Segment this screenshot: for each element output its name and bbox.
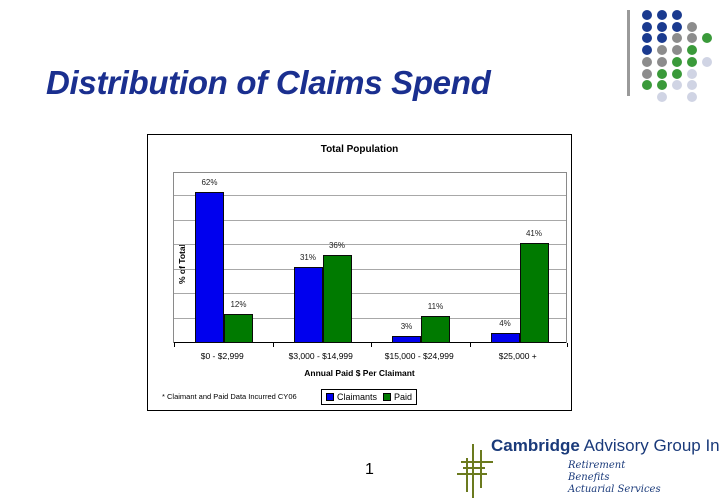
bar-claimants <box>195 191 224 343</box>
data-label: 12% <box>230 299 247 309</box>
gridline <box>174 195 566 197</box>
x-axis-tick <box>272 343 274 347</box>
company-tagline: Benefits <box>568 472 610 483</box>
bar-paid <box>224 313 253 343</box>
bar-paid <box>519 242 549 343</box>
decorative-dot <box>702 56 712 67</box>
decorative-dot <box>672 10 682 20</box>
x-axis-tick <box>469 343 471 347</box>
x-axis-category-label: $3,000 - $14,999 <box>288 351 353 361</box>
decorative-dot <box>657 80 667 91</box>
decorative-vertical-bar <box>627 10 630 96</box>
decorative-dot <box>687 80 697 91</box>
decorative-dot <box>672 45 682 56</box>
bar-claimants <box>293 267 323 343</box>
data-label: 3% <box>400 321 413 331</box>
legend-label-claimants: Claimants <box>337 392 378 402</box>
decorative-dot <box>657 10 667 20</box>
chart-frame: Total Population % of Total 62% 31% 3% 4% 12… <box>147 134 572 411</box>
legend-swatch-paid <box>383 393 392 401</box>
decorative-dot <box>672 21 682 32</box>
decorative-dot <box>687 56 697 67</box>
company-name-rest: Advisory Group Inc. <box>579 436 720 455</box>
slide-title: Distribution of Claims Spend <box>46 64 491 101</box>
data-label: 11% <box>427 302 444 312</box>
company-tagline: Retirement <box>568 460 626 471</box>
decorative-dot <box>687 45 697 56</box>
decorative-dot <box>702 33 712 44</box>
decorative-dot <box>657 45 667 56</box>
legend-label-paid: Paid <box>394 392 413 402</box>
bar-paid <box>322 255 352 343</box>
legend-swatch-claimants <box>326 393 334 401</box>
data-label: 62% <box>201 177 218 187</box>
x-axis-category-label: $15,000 - $24,999 <box>384 351 454 361</box>
company-name: Cambridge Advisory Group Inc. <box>491 436 720 456</box>
x-axis-line <box>174 342 566 343</box>
decorative-dot <box>657 56 667 67</box>
decorative-dot <box>687 21 697 32</box>
decorative-dot <box>687 68 697 79</box>
decorative-dot <box>657 68 667 79</box>
chart-legend: Claimants Paid <box>321 389 418 405</box>
decorative-dot <box>672 33 682 44</box>
chart-title: Total Population <box>320 144 399 155</box>
decorative-dot <box>642 33 652 44</box>
decorative-dot <box>657 21 667 32</box>
gridline <box>174 293 566 295</box>
plot-area: 62% 31% 3% 4% 12% 36% 11% 41% <box>173 172 568 347</box>
decorative-dot <box>657 33 667 44</box>
decorative-dot <box>687 91 697 102</box>
chart-footnote: * Claimant and Paid Data Incurred CY06 <box>162 392 297 401</box>
x-axis-title: Annual Paid $ Per Claimant <box>304 368 415 378</box>
grid-hash-icon <box>457 444 493 498</box>
company-tagline: Actuarial Services <box>568 484 661 495</box>
decorative-dot <box>642 10 652 20</box>
company-name-bold: Cambridge <box>491 436 580 455</box>
gridline <box>174 268 566 270</box>
gridline <box>174 317 566 319</box>
data-label: 36% <box>328 241 345 251</box>
decorative-dot <box>672 80 682 91</box>
bar-claimants <box>392 335 421 343</box>
decorative-dot <box>672 56 682 67</box>
x-axis-category-label: $0 - $2,999 <box>200 351 244 361</box>
gridline <box>174 219 566 221</box>
decorative-dot <box>642 68 652 79</box>
decorative-dot <box>642 56 652 67</box>
decorative-dot <box>642 21 652 32</box>
data-label: 31% <box>299 253 316 263</box>
decorative-dot <box>687 33 697 44</box>
bar-paid <box>421 316 450 343</box>
decorative-dot <box>642 80 652 91</box>
gridline <box>174 244 566 246</box>
decorative-dot <box>672 68 682 79</box>
decorative-dot <box>642 45 652 56</box>
data-label: 4% <box>499 319 511 329</box>
decorative-dot <box>657 91 667 102</box>
x-axis-tick <box>174 343 175 347</box>
bar-claimants <box>490 333 520 343</box>
data-label: 41% <box>525 228 542 238</box>
page-number: 1 <box>365 461 374 478</box>
x-axis-category-label: $25,000 + <box>498 351 537 361</box>
x-axis-tick <box>567 343 568 347</box>
x-axis-tick <box>371 343 372 347</box>
